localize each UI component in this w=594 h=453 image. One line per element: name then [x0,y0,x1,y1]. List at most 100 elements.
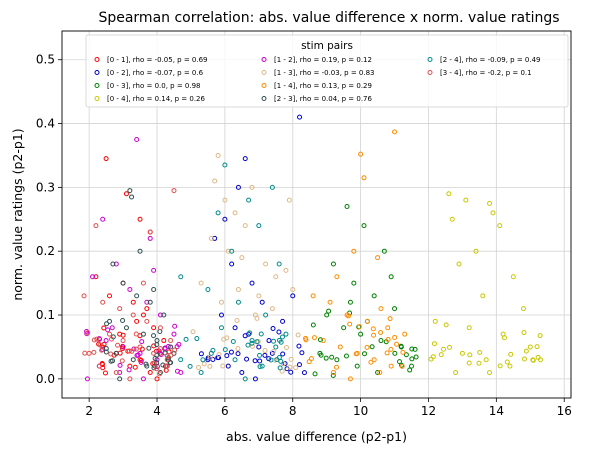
data-point [130,357,136,363]
data-point [256,223,262,229]
data-point [327,299,333,305]
y-tick-label: 0.4 [36,117,55,131]
data-point [262,348,268,354]
data-point [364,344,370,350]
data-point [190,329,196,335]
data-point [446,191,452,197]
data-point [483,357,489,363]
legend-label: [2 - 4], rho = -0.09, p = 0.49 [440,56,541,64]
data-point [144,306,150,312]
data-point [225,363,231,369]
data-point [510,274,516,280]
data-point [183,336,189,342]
data-point [96,363,102,369]
y-tick-label: 0.1 [36,308,55,322]
data-point [85,330,91,336]
data-point [242,223,248,229]
data-point [378,338,384,344]
data-point [138,359,144,365]
data-point [134,352,140,358]
data-point [133,331,139,337]
data-point [310,322,316,328]
data-point [178,357,184,363]
legend-marker [427,70,433,75]
data-point [134,293,140,299]
data-point [523,348,529,354]
data-point [351,248,357,254]
data-point [443,322,449,328]
data-point [172,323,178,329]
data-point [132,364,138,370]
data-point [358,331,364,337]
legend-item: [1 - 3], rho = -0.03, p = 0.83 [261,69,375,77]
data-point [224,353,230,359]
data-point [134,137,140,143]
data-point [103,338,109,344]
legend-marker [261,57,267,62]
data-point [354,363,360,369]
data-point [293,365,299,371]
data-point [101,325,107,331]
data-point [381,248,387,254]
data-point [151,333,157,339]
legend-item: [2 - 3], rho = 0.04, p = 0.76 [261,95,373,103]
legend-title: stim pairs [301,40,353,52]
data-point [476,360,482,366]
data-point [157,371,163,377]
data-point [235,346,241,352]
data-point [520,306,526,312]
data-point [277,337,283,343]
data-point [290,293,296,299]
data-points [81,114,543,382]
data-point [245,342,251,348]
series-points [178,162,289,382]
data-point [194,336,200,342]
data-point [168,352,174,358]
data-point [364,318,370,324]
data-point [378,330,384,336]
data-point [324,312,330,318]
data-point [137,216,143,222]
data-point [356,324,362,330]
data-point [343,353,349,359]
data-point [273,274,279,280]
data-point [521,330,527,336]
data-point [147,369,153,375]
data-point [268,357,274,363]
x-axis-label: abs. value difference (p2-p1) [226,429,407,444]
y-tick-label: 0.2 [36,244,55,258]
data-point [104,321,110,327]
y-tick-label: 0.3 [36,180,55,194]
data-point [222,347,228,353]
data-point [157,346,163,352]
legend-marker [261,96,267,101]
data-point [296,343,302,349]
data-point [296,362,302,368]
data-point [270,326,276,332]
data-point [242,376,248,382]
data-point [151,267,157,273]
data-point [431,341,437,347]
data-point [82,350,88,356]
data-point [392,334,398,340]
x-tick-label: 16 [557,404,572,418]
data-point [430,354,436,360]
data-point [463,197,469,203]
data-point [358,151,364,157]
data-point [176,341,182,347]
data-point [269,184,275,190]
data-point [163,367,169,373]
data-point [120,317,126,323]
data-point [385,337,391,343]
data-point [178,274,184,280]
data-point [113,369,119,375]
x-tick-label: 4 [153,404,161,418]
data-point [174,368,180,374]
data-point [497,223,503,229]
data-point [222,197,228,203]
data-point [247,330,253,336]
data-point [530,357,536,363]
data-point [90,274,96,280]
data-point [134,318,140,324]
data-point [144,318,150,324]
